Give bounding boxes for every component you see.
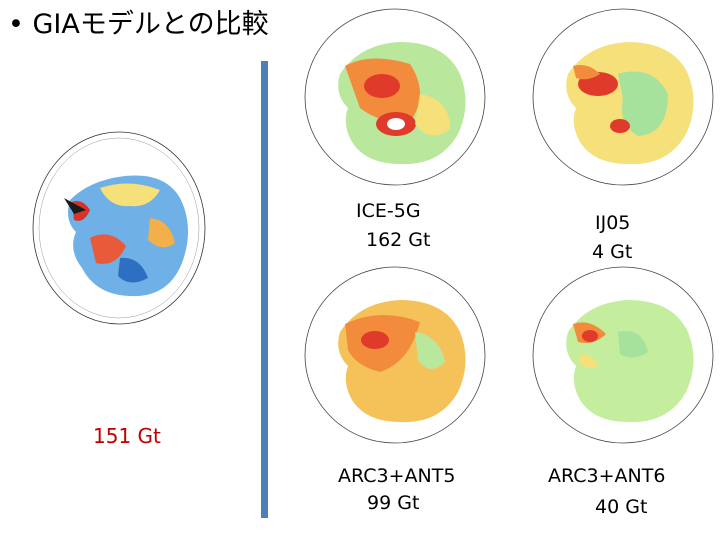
arc3-ant5-name: ARC3+ANT5 bbox=[338, 465, 456, 487]
arc3-ant5-value: 99 Gt bbox=[367, 492, 420, 514]
ice5g-name: ICE-5G bbox=[356, 200, 421, 222]
arc3-ant6-name: ARC3+ANT6 bbox=[548, 465, 666, 487]
ij05-name: IJ05 bbox=[595, 212, 631, 234]
observed-antarctica-map bbox=[30, 128, 208, 330]
observed-result-label: 151 Gt bbox=[93, 424, 161, 448]
ice5g-value: 162 Gt bbox=[366, 229, 431, 251]
vertical-divider bbox=[261, 61, 268, 518]
ij05-value: 4 Gt bbox=[592, 241, 633, 263]
arc3-ant6-value: 40 Gt bbox=[595, 496, 648, 518]
arc3-ant5-map bbox=[300, 262, 490, 448]
ice5g-map bbox=[300, 4, 490, 190]
arc3-ant6-map bbox=[528, 262, 718, 448]
slide-title: • GIAモデルとの比較 bbox=[8, 9, 269, 40]
ij05-map bbox=[528, 4, 718, 190]
